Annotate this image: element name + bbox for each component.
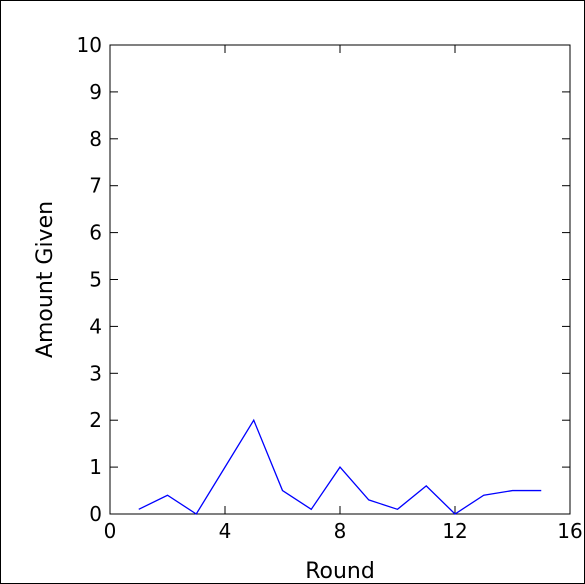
x-tick-label: 12 — [442, 519, 467, 543]
x-tick-label: 4 — [219, 519, 232, 543]
x-axis-title: Round — [305, 559, 375, 584]
y-tick-label: 10 — [77, 33, 102, 57]
x-tick-label: 0 — [104, 519, 117, 543]
x-tick-label: 16 — [557, 519, 582, 543]
y-tick-label: 7 — [89, 174, 102, 198]
series-group — [138, 418, 542, 515]
y-tick-label: 6 — [89, 221, 102, 245]
y-tick-label: 1 — [89, 455, 102, 479]
y-axis-title: Amount Given — [33, 201, 58, 358]
y-tick-label: 4 — [89, 314, 102, 338]
y-tick-label: 8 — [89, 127, 102, 151]
y-tick-label: 3 — [89, 361, 102, 385]
series-line — [138, 418, 542, 515]
y-tick-label: 5 — [89, 268, 102, 292]
axis-ticks — [109, 44, 571, 515]
plot-area — [109, 44, 571, 515]
x-tick-label: 8 — [334, 519, 347, 543]
y-tick-label: 2 — [89, 408, 102, 432]
y-tick-label: 0 — [89, 502, 102, 526]
y-tick-label: 9 — [89, 80, 102, 104]
